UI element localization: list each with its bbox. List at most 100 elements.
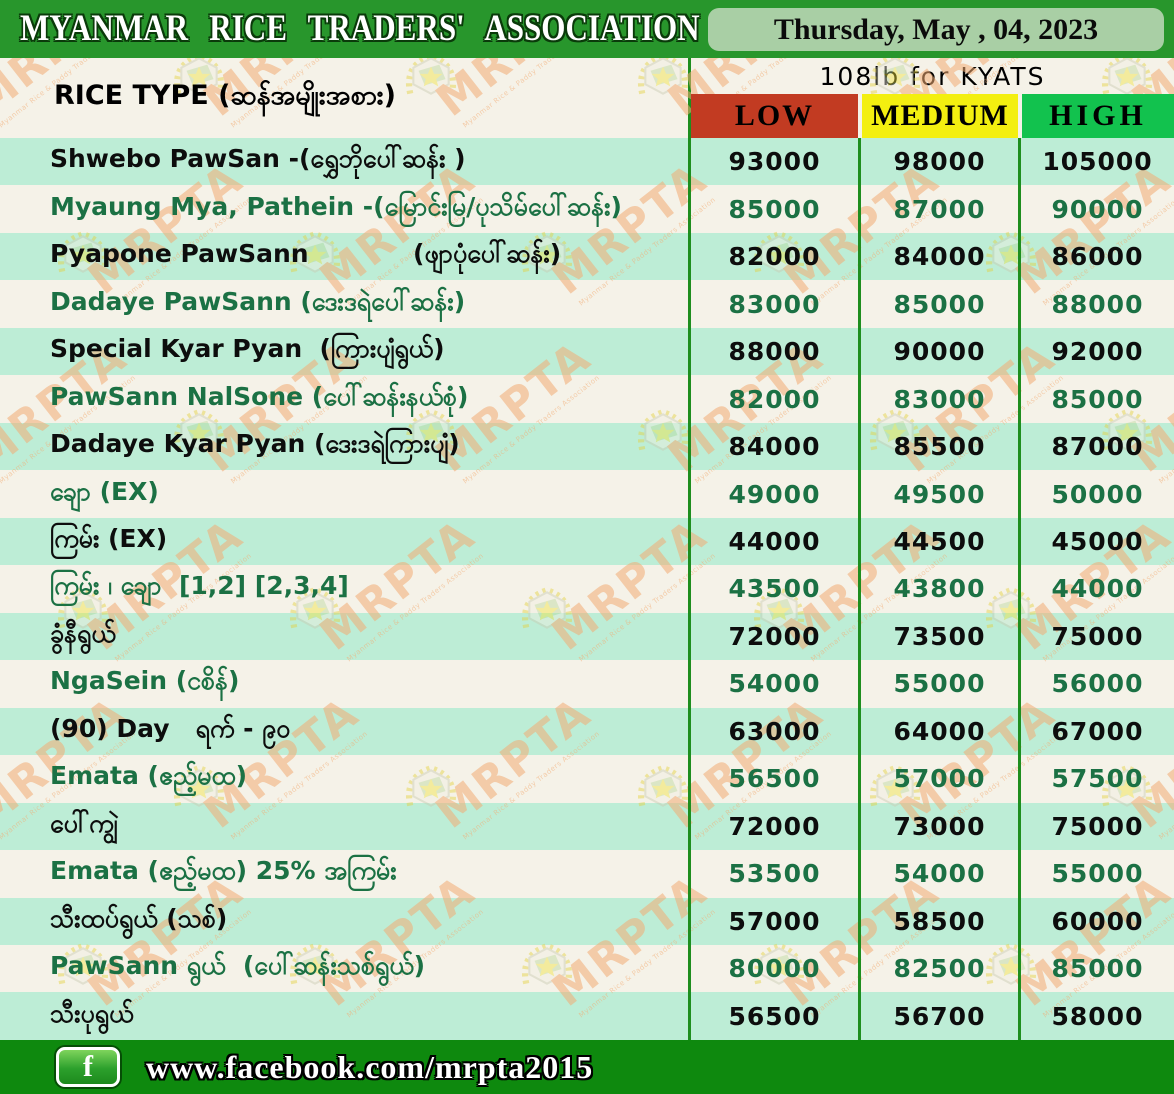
price-low: 82000 xyxy=(688,375,858,423)
column-header-medium: MEDIUM xyxy=(862,94,1018,138)
table-row: (90) Day ရက် - ၉၀ 63000 64000 67000 xyxy=(0,707,1174,756)
price-medium: 83000 xyxy=(858,375,1018,423)
rice-type-name: Dadaye Kyar Pyan (ဒေးဒရဲကြားပျံ) xyxy=(50,429,460,459)
date-box: Thursday, May , 04, 2023 xyxy=(708,8,1164,51)
rice-type-name: သီးပုရွယ် xyxy=(50,998,134,1028)
rice-type-name: ပေါ်ကျွဲ xyxy=(50,808,118,838)
footer-bar: f www.facebook.com/mrpta2015 xyxy=(0,1040,1174,1094)
rice-type-name: သီးထပ်ရွယ် (သစ်) xyxy=(50,903,228,933)
table-row: PawSann ရွယ် (ပေါ်ဆန်းသစ်ရွယ်) 80000 825… xyxy=(0,944,1174,993)
column-header-low: LOW xyxy=(691,94,858,138)
price-medium: 84000 xyxy=(858,232,1018,281)
price-high: 55000 xyxy=(1018,850,1174,898)
price-low: 82000 xyxy=(688,232,858,281)
rice-type-name: Shwebo PawSan -(ရွှေဘိုပေါ်ဆန်း ) xyxy=(50,144,466,174)
price-high: 60000 xyxy=(1018,897,1174,945)
price-high: 88000 xyxy=(1018,280,1174,328)
price-medium: 82500 xyxy=(858,944,1018,993)
price-medium: 43800 xyxy=(858,565,1018,613)
price-medium: 44500 xyxy=(858,517,1018,566)
price-medium: 98000 xyxy=(858,138,1018,186)
table-row: သီးပုရွယ် 56500 56700 58000 xyxy=(0,992,1174,1040)
rice-type-name: ချော (EX) xyxy=(50,476,159,506)
price-medium: 49500 xyxy=(858,470,1018,518)
price-medium: 54000 xyxy=(858,850,1018,898)
facebook-icon: f xyxy=(56,1047,120,1087)
price-low: 43500 xyxy=(688,565,858,613)
price-low: 83000 xyxy=(688,280,858,328)
rice-type-name: PawSann ရွယ် (ပေါ်ဆန်းသစ်ရွယ်) xyxy=(50,951,426,981)
price-low: 49000 xyxy=(688,470,858,518)
table-row: Dadaye PawSann (ဒေးဒရဲပေါ်ဆန်း) 83000 85… xyxy=(0,280,1174,328)
column-header-high: HIGH xyxy=(1022,94,1174,138)
price-high: 92000 xyxy=(1018,327,1174,376)
table-row: Dadaye Kyar Pyan (ဒေးဒရဲကြားပျံ) 84000 8… xyxy=(0,422,1174,471)
table-row: Special Kyar Pyan (ကြားပျံရွယ်) 88000 90… xyxy=(0,327,1174,376)
price-medium: 87000 xyxy=(858,185,1018,233)
price-high: 86000 xyxy=(1018,232,1174,281)
price-low: 63000 xyxy=(688,707,858,756)
price-high: 85000 xyxy=(1018,944,1174,993)
unit-label: 108lb for KYATS xyxy=(819,61,1046,91)
price-medium: 55000 xyxy=(858,660,1018,708)
price-low: 84000 xyxy=(688,422,858,471)
price-medium: 73500 xyxy=(858,612,1018,661)
price-medium: 56700 xyxy=(858,992,1018,1040)
price-low: 93000 xyxy=(688,138,858,186)
price-high: 67000 xyxy=(1018,707,1174,756)
table-row: သီးထပ်ရွယ် (သစ်) 57000 58500 60000 xyxy=(0,897,1174,945)
price-low: 54000 xyxy=(688,660,858,708)
table-row: NgaSein (ငစိန်) 54000 55000 56000 xyxy=(0,660,1174,708)
date-text: Thursday, May , 04, 2023 xyxy=(773,12,1099,46)
price-low: 44000 xyxy=(688,517,858,566)
rice-type-name: Special Kyar Pyan (ကြားပျံရွယ်) xyxy=(50,334,445,364)
table-row: PawSann NalSone (ပေါ်ဆန်းနယ်စုံ) 82000 8… xyxy=(0,375,1174,423)
rice-type-name: Emata (ဧည့်မထ) xyxy=(50,761,248,791)
price-low: 80000 xyxy=(688,944,858,993)
table-row: Pyapone PawSann (ဖျာပုံပေါ်ဆန်း) 82000 8… xyxy=(0,232,1174,281)
rice-type-name: Myaung Mya, Pathein -(မြောင်းမြ/ပုသိမ်ပေ… xyxy=(50,191,622,221)
price-high: 85000 xyxy=(1018,375,1174,423)
price-high: 90000 xyxy=(1018,185,1174,233)
table-row: Emata (ဧည့်မထ) 25% အကြမ်း 53500 54000 55… xyxy=(0,850,1174,898)
price-medium: 73000 xyxy=(858,802,1018,851)
table-row: ချော (EX) 49000 49500 50000 xyxy=(0,470,1174,518)
price-low: 53500 xyxy=(688,850,858,898)
table-row: ကြမ်း (EX) 44000 44500 45000 xyxy=(0,517,1174,566)
facebook-url: www.facebook.com/mrpta2015 xyxy=(146,1048,594,1085)
price-medium: 90000 xyxy=(858,327,1018,376)
rice-type-name: NgaSein (ငစိန်) xyxy=(50,666,240,696)
price-high: 87000 xyxy=(1018,422,1174,471)
price-high: 50000 xyxy=(1018,470,1174,518)
price-low: 72000 xyxy=(688,802,858,851)
price-medium: 85500 xyxy=(858,422,1018,471)
rice-type-name: Pyapone PawSann (ဖျာပုံပေါ်ဆန်း) xyxy=(50,239,562,269)
price-low: 57000 xyxy=(688,897,858,945)
table-row: Myaung Mya, Pathein -(မြောင်းမြ/ပုသိမ်ပေ… xyxy=(0,185,1174,233)
price-medium: 64000 xyxy=(858,707,1018,756)
rice-type-column-header: RICE TYPE (ဆန်အမျိုးအစား) xyxy=(54,80,396,111)
price-high: 56000 xyxy=(1018,660,1174,708)
price-high: 75000 xyxy=(1018,802,1174,851)
table-header: RICE TYPE (ဆန်အမျိုးအစား) 108lb for KYAT… xyxy=(0,58,1174,138)
price-medium: 57000 xyxy=(858,755,1018,803)
price-columns-header: 108lb for KYATS LOW MEDIUM HIGH xyxy=(688,58,1174,138)
price-low: 56500 xyxy=(688,755,858,803)
price-low: 72000 xyxy=(688,612,858,661)
price-high: 75000 xyxy=(1018,612,1174,661)
table-row: ပေါ်ကျွဲ 72000 73000 75000 xyxy=(0,802,1174,851)
rice-type-name: Emata (ဧည့်မထ) 25% အကြမ်း xyxy=(50,856,397,886)
price-high: 105000 xyxy=(1018,138,1174,186)
price-medium: 85000 xyxy=(858,280,1018,328)
rice-type-name: Dadaye PawSann (ဒေးဒရဲပေါ်ဆန်း) xyxy=(50,286,466,316)
price-low: 88000 xyxy=(688,327,858,376)
rice-type-name: ကြမ်း (EX) xyxy=(50,523,168,553)
price-high: 58000 xyxy=(1018,992,1174,1040)
price-table: Shwebo PawSan -(ရွှေဘိုပေါ်ဆန်း ) 93000 … xyxy=(0,138,1174,1040)
price-low: 85000 xyxy=(688,185,858,233)
table-row: Emata (ဧည့်မထ) 56500 57000 57500 xyxy=(0,755,1174,803)
rice-type-name: ခွံနီရွယ် xyxy=(50,618,116,648)
table-row: ခွံနီရွယ် 72000 73500 75000 xyxy=(0,612,1174,661)
price-medium: 58500 xyxy=(858,897,1018,945)
